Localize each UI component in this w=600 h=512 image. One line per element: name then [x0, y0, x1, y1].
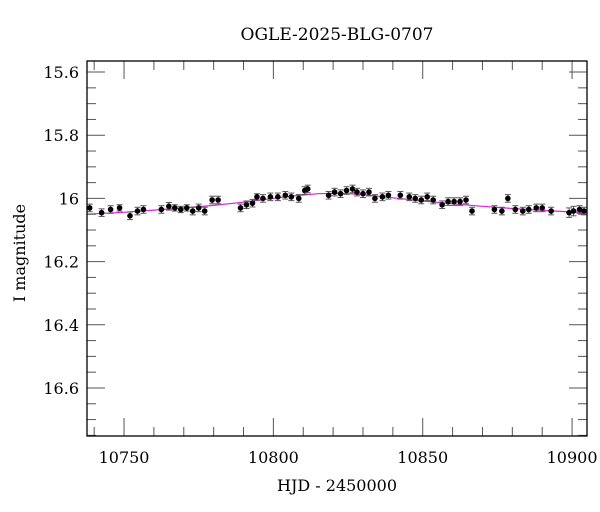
y-tick-label: 15.8 [43, 126, 79, 145]
data-point [566, 207, 573, 218]
data-point [512, 205, 519, 214]
data-point [325, 190, 332, 200]
data-point [209, 195, 216, 205]
data-point [274, 192, 281, 202]
data-point [249, 198, 256, 208]
data-point [243, 200, 250, 210]
data-point [498, 206, 505, 216]
data-point [116, 204, 123, 212]
data-point [189, 206, 196, 216]
data-point [343, 186, 350, 195]
data-point [267, 192, 274, 202]
data-point [430, 195, 437, 205]
data-point [385, 190, 392, 200]
data-point [201, 206, 208, 216]
data-point [87, 203, 93, 213]
data-point [424, 192, 431, 202]
plot-frame [86, 60, 588, 437]
data-point [418, 195, 425, 205]
data-point [412, 194, 419, 203]
data-point [379, 192, 386, 202]
chart-title: OGLE-2025-BLG-0707 [241, 25, 434, 45]
data-point [548, 206, 555, 216]
y-axis: 15.6 15.8 16 16.2 16.4 16.6 [43, 63, 587, 436]
data-point [457, 197, 464, 206]
y-tick-label: 16.6 [43, 379, 79, 398]
x-tick-label: 10800 [248, 448, 299, 467]
data-point [177, 205, 184, 214]
x-tick-label: 10750 [99, 448, 150, 467]
data-point [406, 192, 413, 202]
data-point [491, 205, 498, 214]
data-point [183, 204, 190, 212]
data-point [359, 189, 366, 198]
data-point [365, 187, 372, 197]
data-point [295, 194, 302, 203]
data-point [288, 192, 295, 202]
data-point [195, 203, 202, 213]
data-point [519, 206, 526, 216]
x-tick-label: 10850 [397, 448, 448, 467]
data-point [253, 193, 260, 201]
data-point [98, 208, 105, 217]
data-point [354, 187, 361, 197]
data-point [107, 205, 114, 214]
data-point [533, 203, 540, 213]
data-point [445, 197, 452, 206]
x-tick-label: 10900 [547, 448, 598, 467]
y-tick-label: 15.6 [43, 63, 79, 82]
data-point [469, 206, 476, 216]
data-point [371, 194, 378, 203]
data-point [331, 187, 338, 197]
data-point [525, 205, 532, 214]
y-tick-label: 16.2 [43, 253, 79, 272]
plot-area [87, 184, 587, 221]
data-point [127, 211, 134, 221]
data-point [282, 190, 289, 200]
data-point [451, 197, 458, 206]
data-point [397, 190, 404, 200]
data-point [539, 203, 546, 213]
data-point [171, 204, 178, 212]
data-point [504, 194, 511, 203]
x-axis: 10750 10800 10850 10900 [93, 61, 598, 467]
y-tick-label: 16 [59, 189, 79, 208]
y-axis-label: I magnitude [10, 204, 29, 302]
data-point [304, 184, 311, 194]
data-point [134, 206, 141, 216]
x-axis-label: HJD - 2450000 [277, 476, 397, 495]
y-tick-label: 16.4 [43, 316, 79, 335]
data-point [215, 195, 222, 205]
data-point [570, 205, 577, 217]
data-point [158, 205, 165, 214]
data-point [439, 200, 446, 210]
data-point [140, 205, 147, 214]
data-point [259, 194, 266, 203]
data-point [337, 189, 344, 198]
data-point [576, 205, 583, 214]
data-point [463, 195, 470, 205]
data-point [165, 202, 172, 211]
data-point [237, 203, 244, 213]
data-point [581, 206, 587, 216]
